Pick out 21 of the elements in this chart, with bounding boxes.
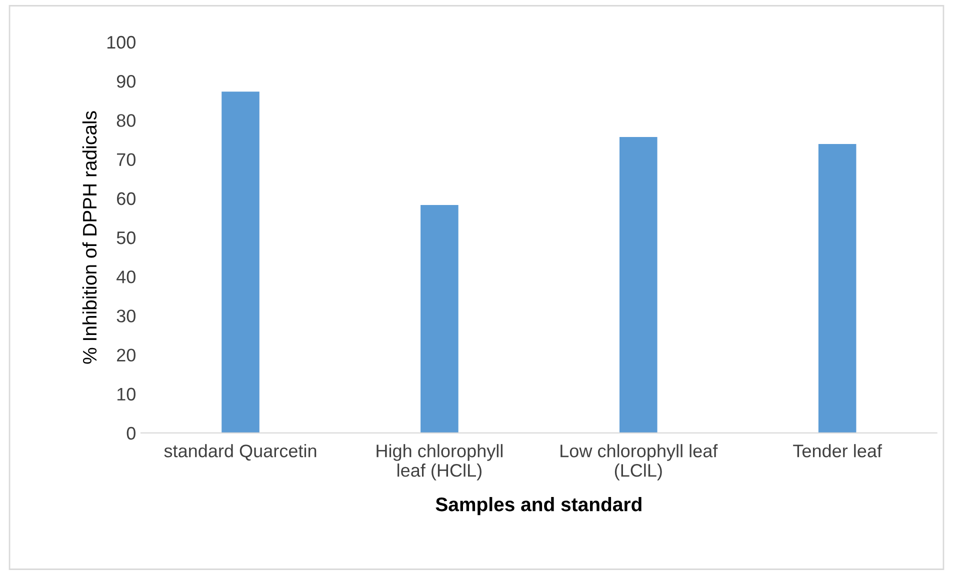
y-tick-label: 60: [117, 192, 136, 206]
y-tick-label: 0: [126, 426, 136, 440]
x-axis-title: Samples and standard: [436, 497, 642, 516]
bar: [420, 205, 458, 433]
x-tick-label: standard Quarcetin: [164, 444, 316, 461]
x-tick-label: High chlorophyll leaf (HClL): [376, 444, 502, 480]
y-tick-label: 50: [116, 231, 136, 244]
y-axis-title: % Inhibition of DPPH radicals: [82, 111, 97, 364]
bar: [818, 144, 856, 433]
bar: [222, 92, 260, 433]
bar: [619, 136, 658, 433]
y-tick-label: 10: [117, 388, 136, 401]
y-tick-label: 20: [117, 348, 136, 362]
y-tick-label: 90: [116, 75, 136, 88]
x-tick-label: Tender leaf: [793, 444, 882, 458]
y-tick-label: 100: [107, 36, 136, 49]
y-tick-label: 30: [116, 310, 136, 322]
y-tick-label: 70: [117, 153, 136, 166]
y-tick-label: 40: [116, 270, 136, 284]
y-tick-label: 80: [116, 114, 136, 127]
x-tick-label: Low chlorophyll leaf (LClL): [560, 444, 718, 480]
